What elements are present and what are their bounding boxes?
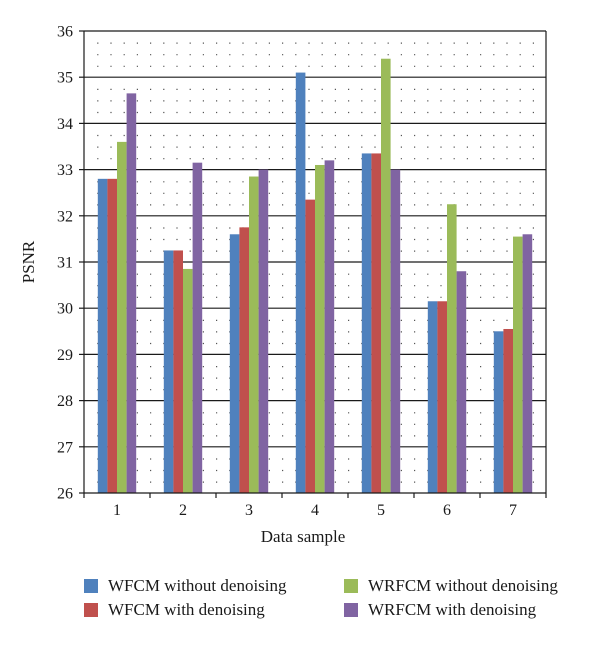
bar-1-4 (295, 72, 306, 493)
legend-swatch (84, 603, 98, 617)
bar-4-7 (522, 234, 533, 493)
x-tick-label: 2 (179, 502, 187, 519)
legend-swatch (344, 603, 358, 617)
bar-1-7 (493, 331, 504, 493)
y-tick-label: 34 (57, 116, 73, 133)
legend-label: WRFCM with denoising (368, 600, 537, 619)
x-tick-label: 3 (245, 502, 253, 519)
bar-3-7 (513, 236, 523, 493)
bar-3-6 (447, 204, 457, 493)
bar-2-2 (173, 250, 183, 493)
y-axis-label: PSNR (19, 240, 38, 283)
legend-label: WFCM with denoising (108, 600, 265, 619)
x-axis-label: Data sample (261, 527, 346, 546)
legend-label: WRFCM without denoising (368, 576, 558, 595)
legend-item-wfcm-with-denoising: WFCM with denoising (84, 600, 265, 620)
legend: WFCM without denoising WFCM with denoisi… (84, 572, 594, 632)
bar-4-4 (324, 160, 335, 494)
bar-3-4 (315, 164, 325, 494)
y-tick-label: 30 (57, 301, 73, 318)
y-tick-label: 33 (57, 162, 73, 179)
x-tick-label: 6 (443, 502, 451, 519)
y-tick-label: 29 (57, 347, 73, 364)
y-tick-labels: 26 27 28 29 30 31 32 33 34 35 36 (57, 24, 73, 503)
x-tick-labels: 1 2 3 4 5 6 7 (113, 502, 517, 519)
bar-2-4 (305, 199, 315, 493)
bar-2-1 (107, 178, 117, 493)
x-tick-label: 1 (113, 502, 121, 519)
bar-2-6 (437, 301, 447, 493)
bar-2-3 (239, 227, 249, 493)
y-tick-label: 28 (57, 393, 73, 410)
bar-3-3 (249, 176, 259, 493)
bar-3-5 (381, 58, 391, 493)
legend-item-wfcm-without-denoising: WFCM without denoising (84, 576, 287, 596)
bar-2-5 (371, 153, 381, 493)
axes (79, 30, 547, 498)
bar-2-7 (503, 328, 513, 493)
bar-1-2 (163, 250, 174, 493)
legend-swatch (344, 579, 358, 593)
bars (97, 58, 533, 494)
y-tick-label: 27 (57, 439, 73, 456)
bar-1-3 (229, 234, 240, 493)
y-tick-label: 32 (57, 208, 73, 225)
legend-swatch (84, 579, 98, 593)
legend-item-wrfcm-with-denoising: WRFCM with denoising (344, 600, 536, 620)
bar-4-6 (456, 271, 467, 493)
bar-1-1 (97, 178, 108, 493)
x-tick-label: 7 (509, 502, 517, 519)
bar-1-5 (361, 153, 372, 493)
bar-4-1 (126, 93, 137, 494)
legend-label: WFCM without denoising (108, 576, 287, 595)
bar-4-3 (258, 169, 269, 493)
legend-item-wrfcm-without-denoising: WRFCM without denoising (344, 576, 558, 596)
y-tick-label: 35 (57, 70, 73, 87)
bar-1-6 (427, 301, 438, 493)
x-tick-label: 4 (311, 502, 319, 519)
y-tick-label: 26 (57, 486, 73, 503)
y-tick-label: 31 (57, 255, 73, 272)
x-tick-label: 5 (377, 502, 385, 519)
bar-3-2 (183, 268, 193, 493)
y-tick-label: 36 (57, 24, 73, 41)
bar-4-5 (390, 169, 401, 493)
bar-3-1 (117, 141, 127, 493)
bar-4-2 (192, 162, 203, 494)
